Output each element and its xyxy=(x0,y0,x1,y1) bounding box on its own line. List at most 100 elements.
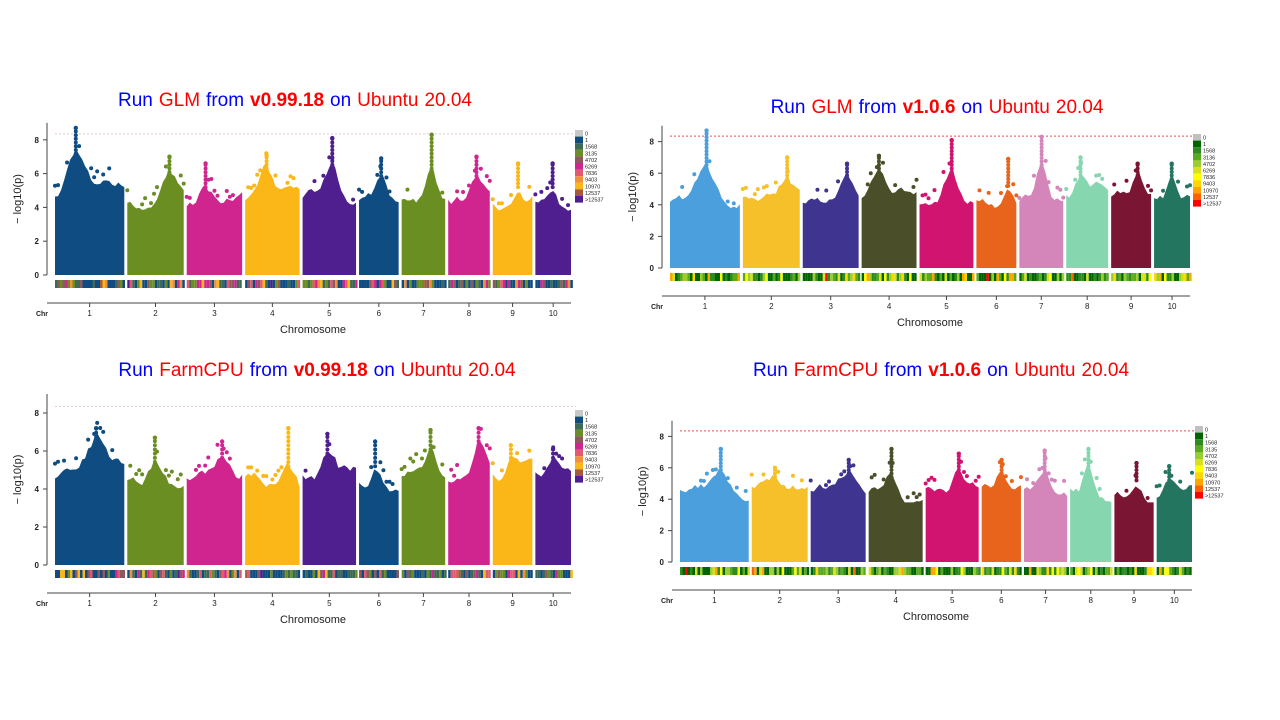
density-cell xyxy=(909,273,912,281)
density-cell xyxy=(57,570,60,578)
density-cell xyxy=(310,280,313,288)
y-tick-label: 4 xyxy=(650,201,655,210)
peak-point xyxy=(474,159,479,164)
data-point xyxy=(1052,478,1057,483)
peak-point xyxy=(428,439,433,444)
density-cell xyxy=(745,273,748,281)
legend-label: 0 xyxy=(585,412,588,418)
peak-point xyxy=(999,478,1004,483)
legend-swatch xyxy=(1195,478,1203,486)
density-cell xyxy=(1072,567,1076,575)
density-cell xyxy=(735,567,738,575)
density-cell xyxy=(767,273,771,281)
density-cell xyxy=(525,570,528,578)
density-cell xyxy=(835,273,838,281)
data-point xyxy=(203,463,208,468)
data-point xyxy=(405,187,410,192)
chromosome-2-points xyxy=(127,435,184,565)
density-cell xyxy=(330,280,333,288)
density-cell xyxy=(720,567,723,575)
density-cell xyxy=(759,567,762,575)
density-cell xyxy=(95,280,98,288)
peak-point xyxy=(772,465,778,470)
density-cell xyxy=(480,570,484,578)
peak-point xyxy=(704,180,709,185)
density-cell xyxy=(1078,273,1082,281)
density-strip-9 xyxy=(492,280,533,288)
data-point xyxy=(227,194,232,199)
density-cell xyxy=(137,280,140,288)
data-point xyxy=(53,183,57,188)
title-segment: Ubuntu xyxy=(400,360,463,381)
data-point xyxy=(911,491,916,496)
density-cell xyxy=(881,567,884,575)
density-cell xyxy=(955,567,959,575)
data-point xyxy=(285,180,290,185)
density-cell xyxy=(82,570,85,578)
density-cell xyxy=(922,273,925,281)
peak-point xyxy=(474,177,479,182)
peak-point xyxy=(718,464,723,469)
density-strip-4 xyxy=(245,570,301,578)
x-tick-label: 1 xyxy=(712,596,717,605)
density-cell xyxy=(957,273,960,281)
density-cell xyxy=(813,567,816,575)
density-cell xyxy=(806,567,810,575)
chromosome-10-points xyxy=(1154,161,1192,268)
title-segment: 20.04 xyxy=(1081,360,1130,381)
density-cell xyxy=(1053,567,1057,575)
peak-point xyxy=(949,162,954,167)
density-cell xyxy=(167,280,170,288)
legend: 011568313547026269783694031097012537>125… xyxy=(575,410,604,484)
density-cell xyxy=(404,280,407,288)
data-point xyxy=(560,196,565,201)
peak-point xyxy=(73,162,78,167)
density-cell xyxy=(234,280,237,288)
density-cell xyxy=(830,567,834,575)
density-cell xyxy=(90,280,93,288)
data-point xyxy=(1178,479,1183,484)
x-tick-label: 8 xyxy=(467,599,472,608)
data-point xyxy=(125,188,130,193)
density-cell xyxy=(893,567,897,575)
y-axis-label: − log10(p) xyxy=(12,174,24,224)
data-point xyxy=(89,166,94,171)
density-cell xyxy=(112,570,115,578)
x-tick-label: 5 xyxy=(944,302,949,311)
peak-point xyxy=(1039,145,1044,150)
peak-point xyxy=(949,176,954,181)
data-point xyxy=(440,190,445,195)
data-point xyxy=(215,193,220,198)
legend-label: 6269 xyxy=(1203,169,1215,175)
data-point xyxy=(920,193,925,198)
density-cell xyxy=(547,280,551,288)
density-cell xyxy=(1174,273,1177,281)
density-cell xyxy=(386,280,390,288)
density-cell xyxy=(921,567,924,575)
density-cell xyxy=(297,570,301,578)
density-cell xyxy=(1164,273,1167,281)
peak-point xyxy=(1169,183,1174,188)
data-point xyxy=(258,168,263,173)
peak-point xyxy=(152,464,157,469)
legend-swatch xyxy=(1193,160,1201,167)
peak-point xyxy=(428,464,433,469)
peak-point xyxy=(429,173,434,178)
peak-point xyxy=(718,471,723,476)
x-tick-label: 8 xyxy=(1085,302,1090,311)
density-cell xyxy=(697,273,700,281)
density-cell xyxy=(692,273,695,281)
peak-point xyxy=(94,439,99,444)
peak-point xyxy=(476,447,481,452)
density-cell xyxy=(270,280,273,288)
legend-swatch xyxy=(575,169,583,177)
density-cell xyxy=(730,273,733,281)
density-cell xyxy=(302,280,306,288)
density-strip-2 xyxy=(127,280,185,288)
legend-label: 12537 xyxy=(585,191,600,197)
density-cell xyxy=(899,273,902,281)
density-cell xyxy=(807,273,811,281)
density-cell xyxy=(416,280,420,288)
density-cell xyxy=(940,567,944,575)
peak-point xyxy=(203,181,208,186)
